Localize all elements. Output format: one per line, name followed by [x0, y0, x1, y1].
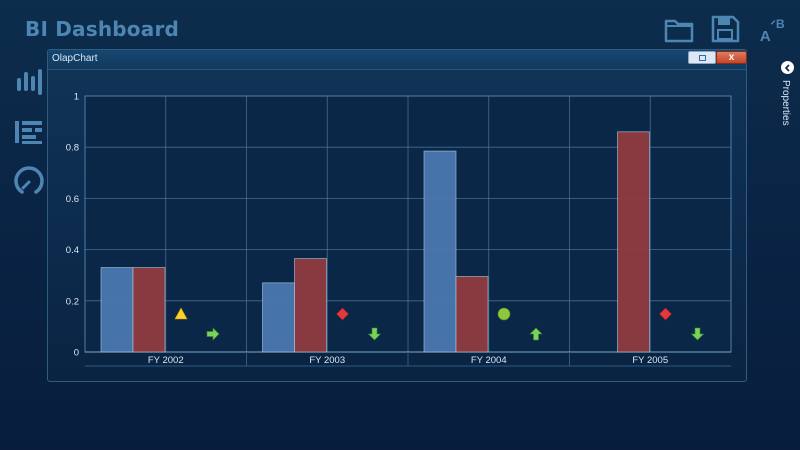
olap-chart-window: OlapChart x 0 0.2 0.4 0.6 0.8 1 FY 2002 FY 2003…: [47, 49, 747, 382]
bar-chart-icon[interactable]: [12, 64, 46, 98]
window-titlebar[interactable]: OlapChart x: [48, 50, 747, 70]
properties-label[interactable]: Properties: [780, 80, 791, 126]
properties-panel: Properties: [774, 55, 800, 450]
bar[interactable]: [294, 258, 327, 353]
green-circle-icon: [497, 307, 511, 321]
red-diamond-icon: [336, 307, 349, 321]
red-diamond-icon: [659, 307, 672, 321]
gauge-icon[interactable]: [12, 164, 46, 198]
arrow-down-icon: [367, 327, 382, 341]
list-icon[interactable]: [12, 115, 46, 149]
save-icon[interactable]: [708, 12, 742, 46]
y-tick-label: 0.6: [66, 194, 79, 205]
close-button[interactable]: x: [716, 51, 747, 64]
bar[interactable]: [423, 150, 457, 353]
bar[interactable]: [132, 267, 166, 353]
svg-text:B: B: [776, 17, 785, 31]
warning-triangle-icon: [174, 307, 188, 320]
olap-bar-chart: 0 0.2 0.4 0.6 0.8 1 FY 2002 FY 2003 FY 2004 FY 20…: [66, 92, 732, 367]
y-tick-label: 1: [74, 92, 79, 103]
x-tick-label: FY 2002: [148, 355, 184, 366]
y-tick-label: 0.8: [66, 143, 79, 154]
y-tick-label: 0.4: [66, 245, 79, 256]
bar[interactable]: [455, 276, 489, 353]
open-folder-icon[interactable]: [662, 12, 696, 46]
window-title: OlapChart: [52, 53, 98, 64]
arrow-right-icon: [206, 327, 220, 341]
chevron-left-icon[interactable]: [781, 61, 794, 74]
y-tick-label: 0.2: [66, 296, 79, 307]
restore-button[interactable]: [688, 51, 716, 64]
x-tick-label: FY 2003: [309, 355, 345, 366]
bar[interactable]: [262, 282, 295, 353]
app-title: BI Dashboard: [25, 17, 180, 41]
bar[interactable]: [100, 267, 134, 353]
left-nav: [0, 55, 56, 450]
svg-text:A: A: [760, 28, 771, 45]
y-tick-label: 0: [74, 348, 79, 359]
arrow-up-icon: [529, 327, 543, 341]
font-size-icon[interactable]: A B: [758, 12, 790, 46]
bar[interactable]: [617, 131, 650, 353]
arrow-down-icon: [690, 327, 705, 341]
x-tick-label: FY 2004: [471, 355, 507, 366]
x-tick-label: FY 2005: [632, 355, 668, 366]
